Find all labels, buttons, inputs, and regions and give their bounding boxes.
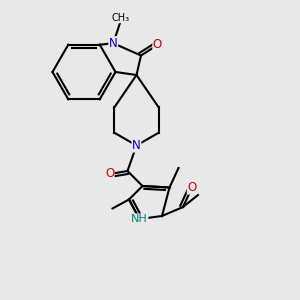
Text: CH₃: CH₃ (112, 13, 130, 23)
Text: O: O (188, 181, 196, 194)
Text: O: O (105, 167, 114, 181)
Text: O: O (153, 38, 162, 52)
Text: N: N (132, 139, 141, 152)
Text: N: N (109, 37, 118, 50)
Text: NH: NH (131, 214, 148, 224)
